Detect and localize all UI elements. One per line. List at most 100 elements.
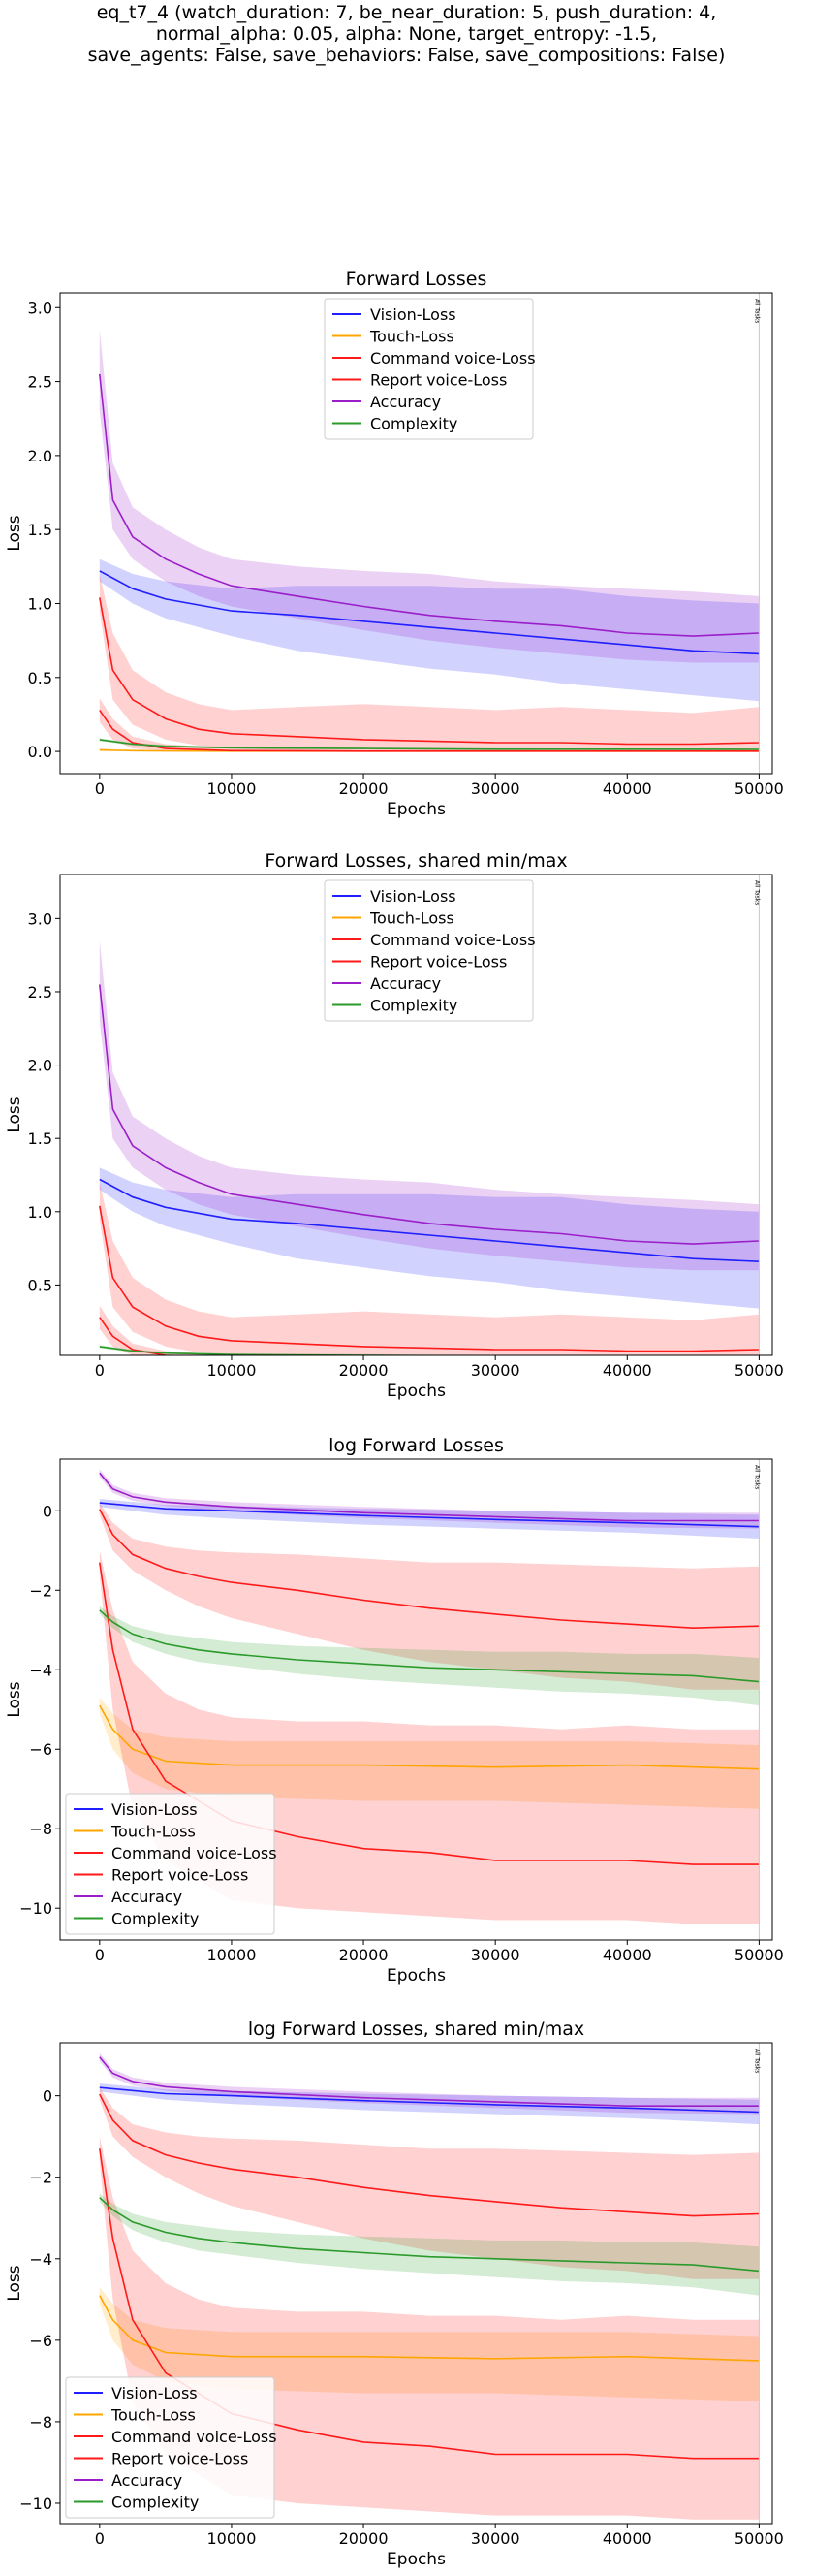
x-tick-label: 40000 — [603, 1946, 652, 1964]
band-vision-loss — [99, 558, 760, 702]
x-tick-label: 40000 — [603, 2529, 652, 2548]
chart-forward-losses: Forward Losses All Tasks 0 10000 20000 30000 4… — [5, 269, 784, 819]
legend-box — [65, 2376, 275, 2519]
series-line-vision-loss — [99, 570, 760, 655]
legend-label-command-voice-loss: Command voice-Loss — [111, 1844, 277, 1862]
y-tick-label: 2.0 — [28, 1057, 52, 1075]
x-tick-label: 40000 — [603, 1361, 652, 1380]
series-line-command-voice-loss — [99, 2148, 760, 2460]
band-accuracy — [99, 1469, 760, 1529]
band-accuracy — [99, 330, 760, 663]
series-line-complexity — [99, 739, 760, 750]
y-tick-label: 2.5 — [28, 373, 52, 392]
legend-label-report-voice-loss: Report voice-Loss — [111, 2450, 248, 2468]
legend-label-vision-loss: Vision-Loss — [370, 887, 456, 906]
chart-forward-losses-shared: Forward Losses, shared min/max All Tasks 0… — [5, 850, 784, 1401]
x-tick-label: 20000 — [339, 1946, 389, 1964]
band-accuracy — [99, 2052, 760, 2115]
legend-label-touch-loss: Touch-Loss — [110, 2406, 196, 2425]
x-tick-label: 10000 — [206, 1946, 256, 1964]
series-line-report-voice-loss — [99, 1205, 760, 1352]
series-line-touch-loss — [99, 1704, 760, 1770]
x-tick-label: 50000 — [735, 779, 784, 798]
legend-label-vision-loss: Vision-Loss — [111, 2384, 198, 2402]
legend: Vision-Loss Touch-Loss Command voice-Loss R… — [65, 2376, 277, 2519]
y-tick-label: −4 — [29, 2250, 52, 2269]
y-tick-label: 0 — [43, 2087, 52, 2106]
legend-label-vision-loss: Vision-Loss — [111, 1800, 198, 1819]
y-axis-label: Loss — [5, 2265, 24, 2301]
all-tasks-annotation: All Tasks — [753, 1465, 760, 1489]
legend-box — [324, 298, 534, 440]
y-tick-label: −6 — [29, 2332, 52, 2350]
series-line-vision-loss — [99, 1178, 760, 1262]
x-axis-label: Epochs — [387, 1966, 446, 1986]
plot-frame — [59, 1458, 773, 1941]
band-report-voice-loss — [99, 1503, 760, 1690]
all-tasks-annotation: All Tasks — [753, 2049, 760, 2073]
band-complexity — [99, 738, 760, 750]
plot-frame — [59, 292, 773, 775]
series-line-vision-loss — [99, 1502, 760, 1528]
legend-label-complexity: Complexity — [111, 1910, 199, 1928]
x-tick-label: 20000 — [339, 779, 389, 798]
y-tick-label: 2.5 — [28, 983, 52, 1002]
band-complexity — [99, 1606, 760, 1706]
y-tick-label: −2 — [29, 1581, 52, 1600]
band-accuracy — [99, 940, 760, 1271]
y-tick-label: −8 — [29, 1820, 52, 1838]
y-tick-label: 1.5 — [28, 521, 52, 539]
suptitle-line-3: save_agents: False, save_behaviors: Fals… — [87, 45, 726, 66]
x-tick-label: 50000 — [735, 1946, 784, 1964]
legend: Vision-Loss Touch-Loss Command voice-Loss R… — [65, 1793, 277, 1935]
legend-label-accuracy: Accuracy — [111, 2471, 182, 2490]
series-line-command-voice-loss — [99, 709, 760, 752]
series-line-accuracy — [99, 373, 760, 637]
legend-label-report-voice-loss: Report voice-Loss — [111, 1866, 248, 1885]
chart-title: log Forward Losses, shared min/max — [248, 2019, 584, 2040]
y-tick-label: 3.0 — [28, 299, 52, 317]
legend-label-complexity: Complexity — [111, 2494, 199, 2512]
legend-label-complexity: Complexity — [370, 415, 457, 433]
chart-log-forward-losses: log Forward Losses All Tasks 0 10000 20000 30… — [5, 1435, 784, 1986]
chart-title: log Forward Losses — [328, 1435, 504, 1456]
legend-label-touch-loss: Touch-Loss — [369, 328, 454, 346]
x-tick-label: 30000 — [471, 1361, 520, 1380]
y-tick-label: −10 — [19, 2495, 52, 2513]
legend-label-accuracy: Accuracy — [111, 1888, 182, 1906]
x-tick-label: 0 — [95, 1361, 105, 1380]
x-tick-label: 20000 — [339, 1361, 389, 1380]
suptitle-line-1: eq_t7_4 (watch_duration: 7, be_near_dura… — [96, 2, 717, 23]
series-line-accuracy — [99, 1472, 760, 1522]
band-report-voice-loss — [99, 574, 760, 752]
x-tick-label: 30000 — [471, 1946, 520, 1964]
all-tasks-annotation: All Tasks — [753, 299, 760, 323]
series-line-touch-loss — [99, 2295, 760, 2362]
y-tick-label: 0.5 — [28, 669, 52, 687]
all-tasks-annotation: All Tasks — [753, 880, 760, 905]
x-tick-label: 20000 — [339, 2529, 389, 2548]
chart-title: Forward Losses, shared min/max — [265, 850, 567, 872]
legend-label-command-voice-loss: Command voice-Loss — [111, 2428, 277, 2446]
series-line-touch-loss — [100, 1357, 760, 1358]
series-line-command-voice-loss — [99, 1562, 760, 1865]
legend: Vision-Loss Touch-Loss Command voice-Loss R… — [324, 879, 536, 1022]
y-tick-label: 1.0 — [28, 1203, 52, 1222]
y-tick-label: 1.0 — [28, 594, 52, 613]
x-axis-label: Epochs — [387, 800, 446, 819]
legend-label-accuracy: Accuracy — [370, 393, 441, 411]
plot-area — [99, 330, 760, 752]
legend-box — [65, 1793, 275, 1935]
series-line-command-voice-loss — [99, 1317, 189, 1355]
x-axis-label: Epochs — [387, 1382, 446, 1401]
band-report-voice-loss — [99, 2087, 760, 2279]
chart-log-forward-losses-shared: log Forward Losses, shared min/max All Ta… — [5, 2019, 784, 2569]
legend-box — [324, 879, 534, 1022]
y-tick-label: −10 — [19, 1899, 52, 1918]
y-tick-label: 0 — [43, 1502, 52, 1520]
x-tick-label: 10000 — [206, 2529, 256, 2548]
x-tick-label: 0 — [95, 1946, 105, 1964]
legend-label-touch-loss: Touch-Loss — [369, 909, 454, 928]
legend-label-complexity: Complexity — [370, 997, 457, 1015]
x-axis-label: Epochs — [387, 2550, 446, 2569]
